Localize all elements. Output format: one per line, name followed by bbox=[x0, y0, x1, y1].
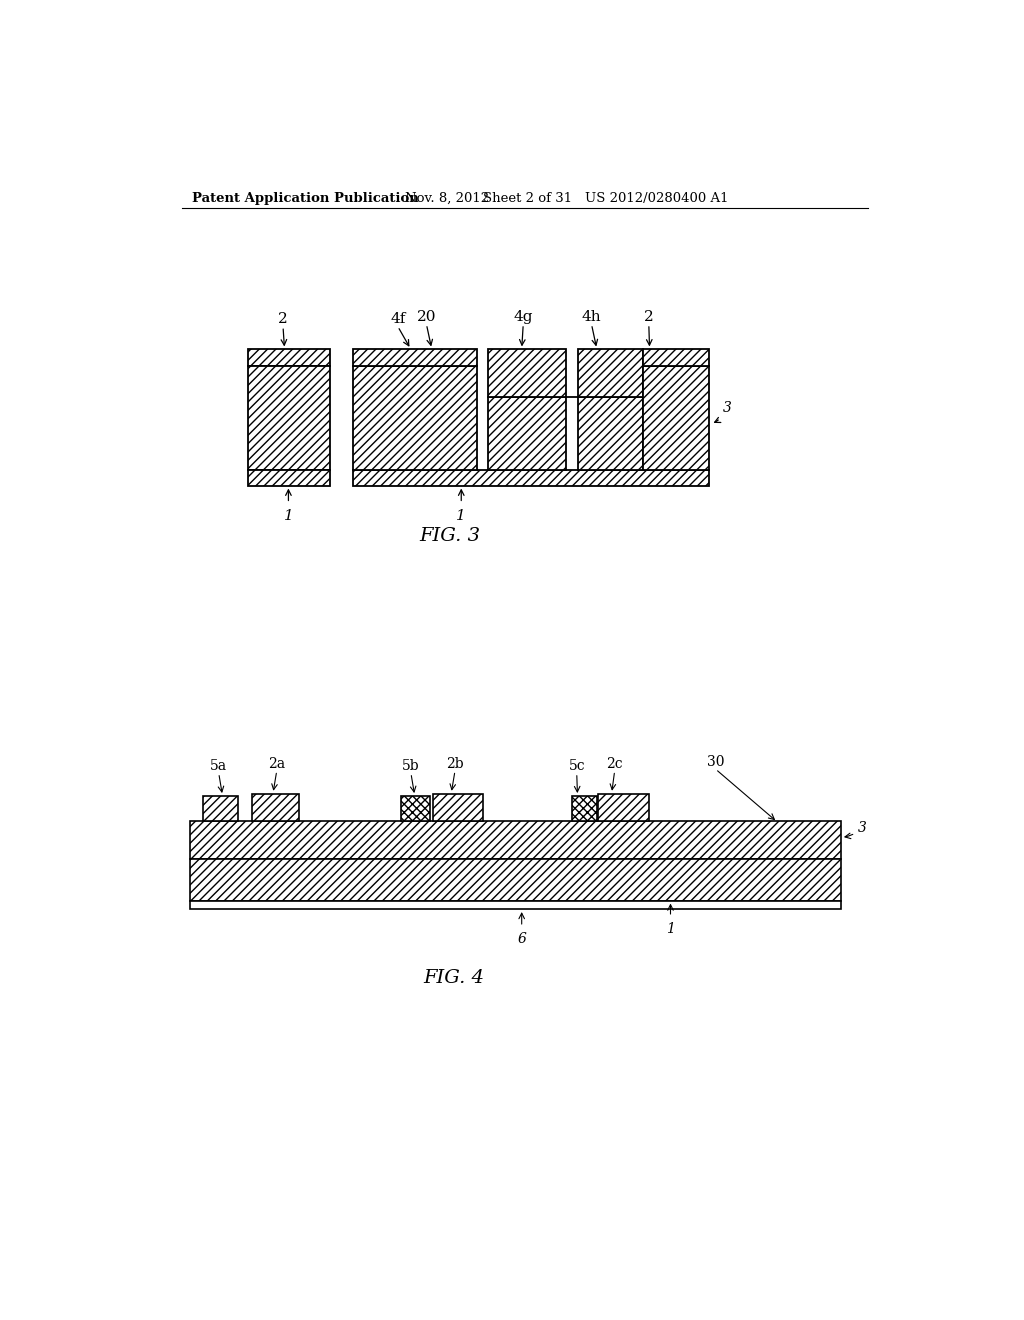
Text: 5a: 5a bbox=[210, 759, 227, 774]
Bar bbox=[598, 793, 649, 821]
Text: 2: 2 bbox=[279, 313, 288, 326]
Bar bbox=[203, 796, 238, 821]
Text: Patent Application Publication: Patent Application Publication bbox=[191, 191, 418, 205]
Bar bbox=[248, 350, 330, 367]
Text: 3: 3 bbox=[845, 821, 867, 838]
Bar bbox=[190, 821, 841, 859]
Text: 4g: 4g bbox=[513, 310, 534, 323]
Bar bbox=[643, 350, 710, 367]
Bar bbox=[488, 350, 566, 397]
Text: 5b: 5b bbox=[402, 759, 420, 774]
Text: Nov. 8, 2012: Nov. 8, 2012 bbox=[404, 191, 488, 205]
Text: 2b: 2b bbox=[446, 756, 464, 771]
Text: US 2012/0280400 A1: US 2012/0280400 A1 bbox=[586, 191, 729, 205]
Text: 5c: 5c bbox=[568, 759, 585, 774]
Text: 20: 20 bbox=[417, 310, 436, 323]
Text: 1: 1 bbox=[666, 923, 675, 936]
Text: 3: 3 bbox=[715, 401, 732, 422]
Bar bbox=[352, 470, 710, 486]
Bar bbox=[488, 397, 566, 470]
Bar bbox=[248, 470, 330, 486]
Bar bbox=[578, 350, 643, 397]
Bar bbox=[432, 793, 483, 821]
Bar bbox=[352, 350, 477, 367]
Text: 1: 1 bbox=[284, 508, 293, 523]
Text: FIG. 3: FIG. 3 bbox=[419, 527, 480, 545]
Bar bbox=[572, 796, 597, 821]
Text: 1: 1 bbox=[457, 508, 466, 523]
Bar bbox=[400, 796, 430, 821]
Text: 2: 2 bbox=[644, 310, 653, 323]
Bar bbox=[190, 859, 841, 902]
Text: 2a: 2a bbox=[268, 756, 286, 771]
Text: 4f: 4f bbox=[390, 313, 406, 326]
Bar bbox=[190, 902, 841, 909]
Text: 4h: 4h bbox=[582, 310, 601, 323]
Text: 6: 6 bbox=[517, 932, 526, 946]
Bar bbox=[252, 793, 299, 821]
Bar bbox=[248, 366, 330, 470]
Text: FIG. 4: FIG. 4 bbox=[423, 969, 484, 987]
Bar bbox=[643, 366, 710, 470]
Text: 30: 30 bbox=[707, 755, 724, 770]
Text: Sheet 2 of 31: Sheet 2 of 31 bbox=[483, 191, 572, 205]
Bar bbox=[352, 366, 477, 470]
Text: 2c: 2c bbox=[606, 756, 623, 771]
Bar bbox=[578, 397, 643, 470]
